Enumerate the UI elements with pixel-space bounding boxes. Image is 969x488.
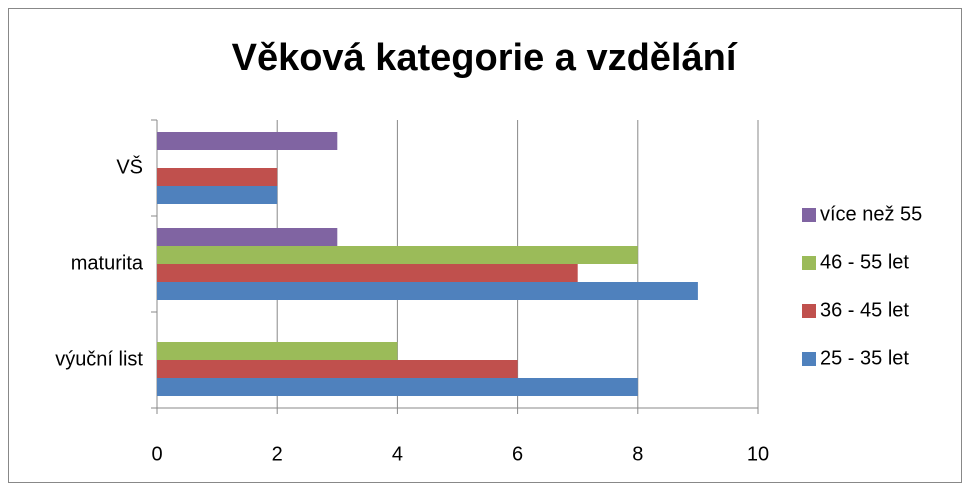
x-tick-label: 6 <box>512 443 523 465</box>
y-tick-label: výuční list <box>55 348 143 370</box>
legend-label: více než 55 <box>820 203 922 225</box>
bar <box>157 132 338 150</box>
legend-label: 46 - 55 let <box>820 251 909 273</box>
legend-label: 25 - 35 let <box>820 347 909 369</box>
legend-swatch <box>802 208 816 222</box>
x-tick-label: 4 <box>392 443 403 465</box>
bar <box>157 264 578 282</box>
x-tick-label: 2 <box>272 443 283 465</box>
bar <box>157 246 638 264</box>
y-tick-label: maturita <box>71 252 144 274</box>
legend-swatch <box>802 256 816 270</box>
chart-title: Věková kategorie a vzdělání <box>232 37 738 79</box>
x-tick-label: 8 <box>632 443 643 465</box>
x-tick-label: 0 <box>151 443 162 465</box>
bar <box>157 168 278 186</box>
bar <box>157 378 638 396</box>
x-tick-label: 10 <box>747 443 769 465</box>
bar <box>157 342 398 360</box>
legend-label: 36 - 45 let <box>820 299 909 321</box>
bar <box>157 228 338 246</box>
y-tick-label: VŠ <box>116 155 143 178</box>
legend-swatch <box>802 304 816 318</box>
bar <box>157 282 698 300</box>
legend-swatch <box>802 352 816 366</box>
bar <box>157 360 518 378</box>
bar <box>157 186 278 204</box>
chart-frame <box>8 8 962 483</box>
